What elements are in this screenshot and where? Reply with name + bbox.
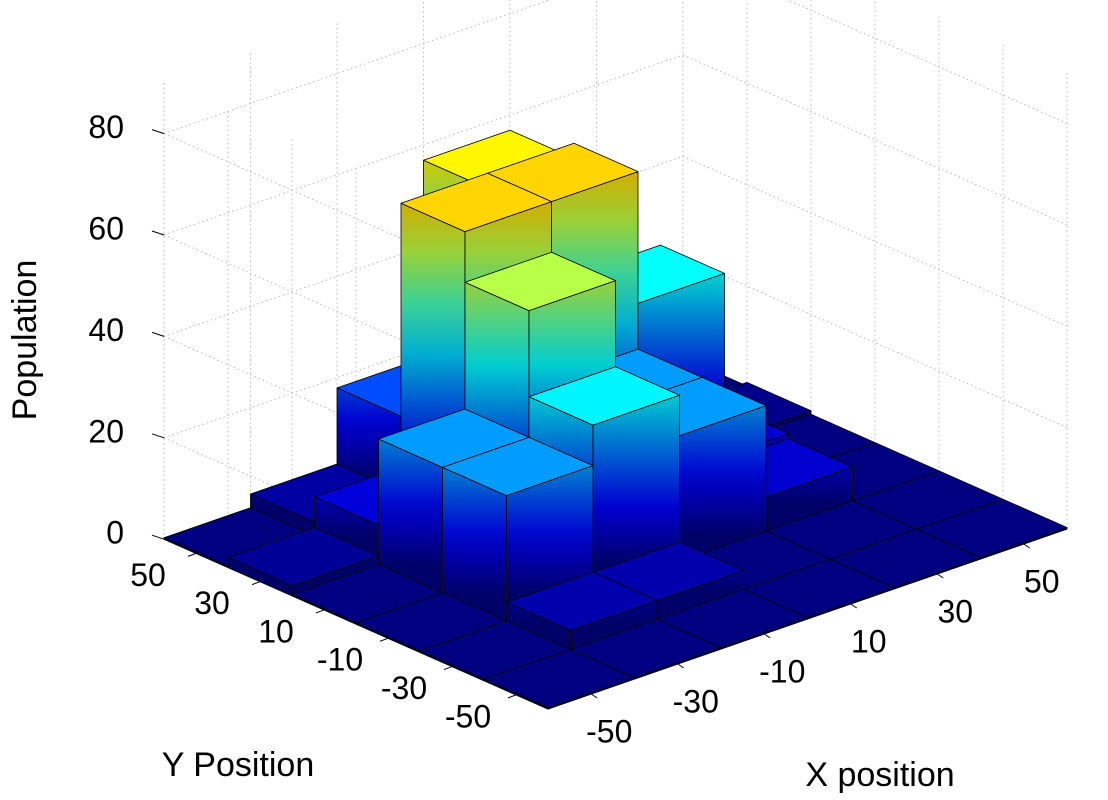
gridline <box>786 0 1068 124</box>
bar-top <box>442 436 594 497</box>
x-axis-title: X position <box>805 756 954 794</box>
x-tick-mark <box>590 693 598 699</box>
bar-top <box>464 251 616 312</box>
bar-top <box>506 571 658 631</box>
y-tick-label: 30 <box>194 585 230 621</box>
x-tick-mark <box>936 573 944 579</box>
x-tick-mark <box>850 603 858 609</box>
x-tick-label: -30 <box>673 683 719 719</box>
x-tick-label: 10 <box>851 623 887 659</box>
bar <box>483 648 635 710</box>
x-tick-label: 50 <box>1024 563 1060 599</box>
gridline <box>163 0 551 135</box>
z-tick-mark <box>151 230 165 236</box>
z-tick-label: 80 <box>88 109 124 145</box>
z-tick-label: 40 <box>88 312 124 348</box>
y-tick-mark <box>315 609 325 614</box>
y-tick-label: -30 <box>381 670 427 706</box>
z-tick-mark <box>151 433 165 439</box>
bar-top <box>483 648 635 708</box>
z-tick-mark <box>151 331 165 337</box>
bar-top <box>528 366 680 426</box>
y-tick-label: 10 <box>258 613 294 649</box>
gridline <box>682 54 1068 226</box>
x-tick-mark <box>1023 543 1031 549</box>
y-tick-label: -10 <box>317 642 363 678</box>
z-tick-mark <box>151 129 165 135</box>
z-tick-label: 0 <box>106 515 124 551</box>
labels-layer: -50-30-10103050-50-30-10103050020406080X… <box>6 109 1060 794</box>
x-tick-label: -50 <box>586 713 632 749</box>
y-tick-mark <box>443 666 453 671</box>
bar <box>506 571 658 652</box>
x-tick-label: 30 <box>937 593 973 629</box>
y-tick-mark <box>379 637 389 642</box>
y-tick-mark <box>251 581 261 586</box>
bar-top <box>227 527 379 587</box>
y-tick-mark <box>187 552 197 557</box>
bar-top <box>400 172 552 233</box>
x-tick-label: -10 <box>759 653 805 689</box>
z-axis-title: Population <box>6 260 44 421</box>
z-tick-label: 60 <box>88 210 124 246</box>
y-tick-label: -50 <box>445 698 491 734</box>
z-tick-mark <box>151 534 165 540</box>
x-tick-mark <box>763 633 771 639</box>
y-tick-mark <box>507 694 517 699</box>
bars-layer <box>163 129 1068 710</box>
gridline <box>163 54 684 236</box>
y-axis-title: Y Position <box>162 746 314 784</box>
y-tick-label: 50 <box>130 557 166 593</box>
z-tick-label: 20 <box>88 413 124 449</box>
x-tick-mark <box>677 663 685 669</box>
